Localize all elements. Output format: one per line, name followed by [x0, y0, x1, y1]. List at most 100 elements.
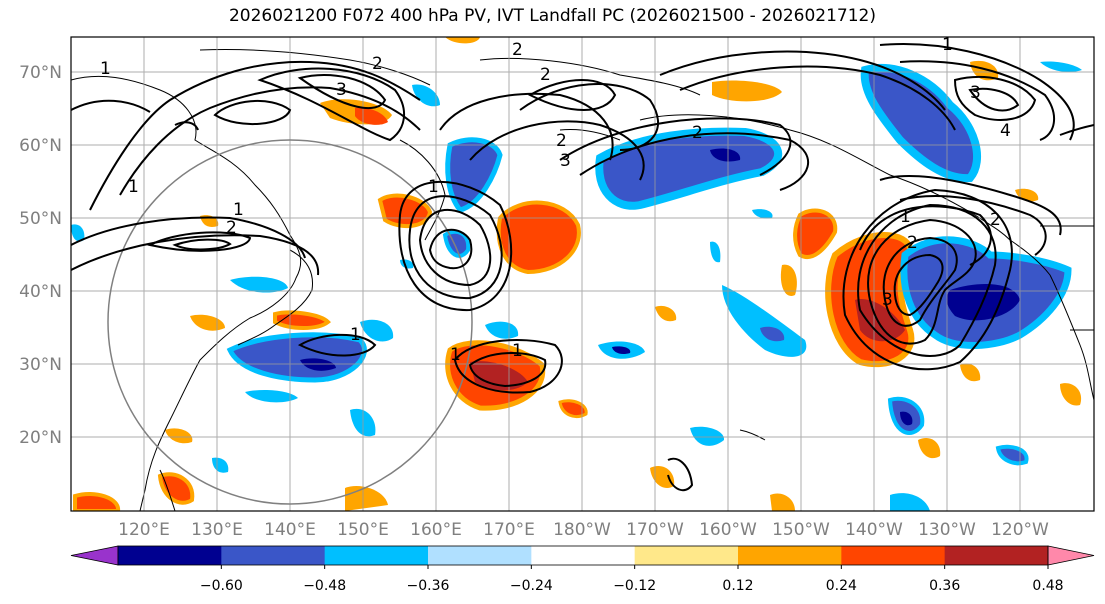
contour-line	[659, 50, 946, 111]
colorbar-tick-label: −0.60	[200, 578, 243, 594]
lon-label: 120°E	[118, 520, 170, 540]
pv-positive-area	[970, 60, 999, 81]
lat-label: 30°N	[19, 355, 62, 375]
lon-label: 130°E	[191, 520, 243, 540]
contour-label: 1	[428, 177, 439, 197]
colorbar-frame	[117, 545, 1049, 566]
na-west-coast	[1009, 239, 1094, 401]
latitude-labels: 70°N 60°N 50°N 40°N 30°N 20°N	[19, 63, 62, 448]
pv-negative-area	[860, 63, 982, 183]
contour-line	[859, 205, 992, 266]
lon-label: 150°W	[772, 520, 830, 540]
lon-label: 150°E	[337, 520, 389, 540]
lon-label: 130°W	[918, 520, 976, 540]
pv-positive-area	[73, 491, 120, 511]
aleutians	[559, 129, 621, 141]
contour-label: 3	[882, 290, 893, 310]
colorbar-tick-label: 0.24	[826, 578, 857, 594]
pv-positive-area	[190, 314, 225, 331]
contour-line	[879, 43, 1075, 141]
pv-negative-area	[710, 148, 741, 162]
pv-negative-area	[300, 358, 336, 371]
graticule	[71, 37, 1094, 511]
contour-label: 3	[336, 80, 347, 100]
map-frame	[70, 36, 1095, 512]
colorbar-segment	[428, 546, 532, 565]
colorbar-segment	[738, 546, 842, 565]
contour-line	[174, 121, 199, 131]
contour-label: 2	[907, 233, 918, 253]
contour-line	[559, 117, 792, 176]
pv-negative-area	[760, 326, 785, 342]
colorbar: −0.60 −0.48 −0.36 −0.24 −0.12 0.12 0.24 0.36 0.4…	[70, 545, 1095, 594]
arctic-coast	[479, 57, 701, 96]
contour-label: 2	[512, 40, 523, 60]
pv-positive-area	[712, 80, 782, 102]
range-circle	[107, 139, 473, 505]
pv-negative-area	[1040, 61, 1082, 72]
contour-label: 1	[900, 207, 911, 227]
pv-negative-area	[71, 224, 85, 242]
lon-label: 170°W	[626, 520, 684, 540]
contour-line	[119, 86, 421, 196]
contour-label: 2	[540, 65, 551, 85]
pv-negative-area	[752, 209, 773, 219]
contour-line	[879, 175, 1062, 236]
contour-line	[899, 60, 1055, 141]
pv-positive-area	[918, 437, 941, 459]
contour-line	[579, 132, 810, 191]
pv-negative-area	[230, 276, 288, 293]
contour-line	[147, 231, 252, 252]
pv-negative-area	[212, 457, 229, 473]
colorbar-extend-low	[70, 545, 119, 566]
contour-line	[893, 253, 944, 317]
pv-positive-area	[793, 208, 838, 259]
pv-negative-area	[710, 241, 721, 263]
lat-label: 20°N	[19, 428, 62, 448]
lat-label: 50°N	[19, 209, 62, 229]
pv-positive-area	[855, 299, 905, 342]
contour-line	[257, 67, 405, 142]
pv-positive-area	[558, 399, 588, 418]
pv-positive-area	[780, 264, 797, 296]
colorbar-segment	[634, 546, 739, 565]
contour-label: 1	[233, 200, 244, 220]
colorbar-segment	[841, 546, 946, 565]
contour-line	[1059, 124, 1094, 136]
hawaii	[739, 429, 766, 441]
pv-positive-area	[960, 363, 981, 382]
contour-line	[439, 92, 614, 161]
lon-label: 160°W	[699, 520, 757, 540]
lat-label: 70°N	[19, 63, 62, 83]
philippines	[159, 469, 176, 511]
contour-line	[172, 238, 232, 251]
contour-label: 2	[372, 54, 383, 74]
lat-label: 60°N	[19, 136, 62, 156]
contour-line	[842, 188, 1013, 371]
contour-line	[857, 203, 997, 357]
lon-label: 140°E	[264, 520, 316, 540]
contour-label: 1	[128, 177, 139, 197]
contour-label: 3	[560, 151, 571, 171]
pv-negative-area	[245, 390, 298, 403]
contour-line	[469, 120, 645, 181]
colorbar-tick-label: 0.12	[722, 578, 753, 594]
pv-positive-area	[655, 305, 677, 322]
ivt-contours	[71, 43, 1094, 492]
contour-label: 1	[100, 59, 111, 79]
pv-negative-area	[412, 84, 440, 107]
contour-line	[213, 99, 292, 126]
lon-label: 120°W	[991, 520, 1049, 540]
colorbar-tick-label: −0.48	[303, 578, 346, 594]
pv-positive-area	[157, 472, 195, 505]
contour-line	[899, 195, 1047, 256]
pv-negative-area	[595, 127, 783, 210]
contour-line	[418, 208, 492, 287]
contour-line	[297, 74, 387, 110]
asia-coast	[71, 75, 302, 511]
contour-label: 1	[942, 35, 953, 55]
pv-positive-area	[470, 361, 528, 391]
contour-line	[89, 60, 421, 211]
contour-line	[527, 79, 617, 111]
